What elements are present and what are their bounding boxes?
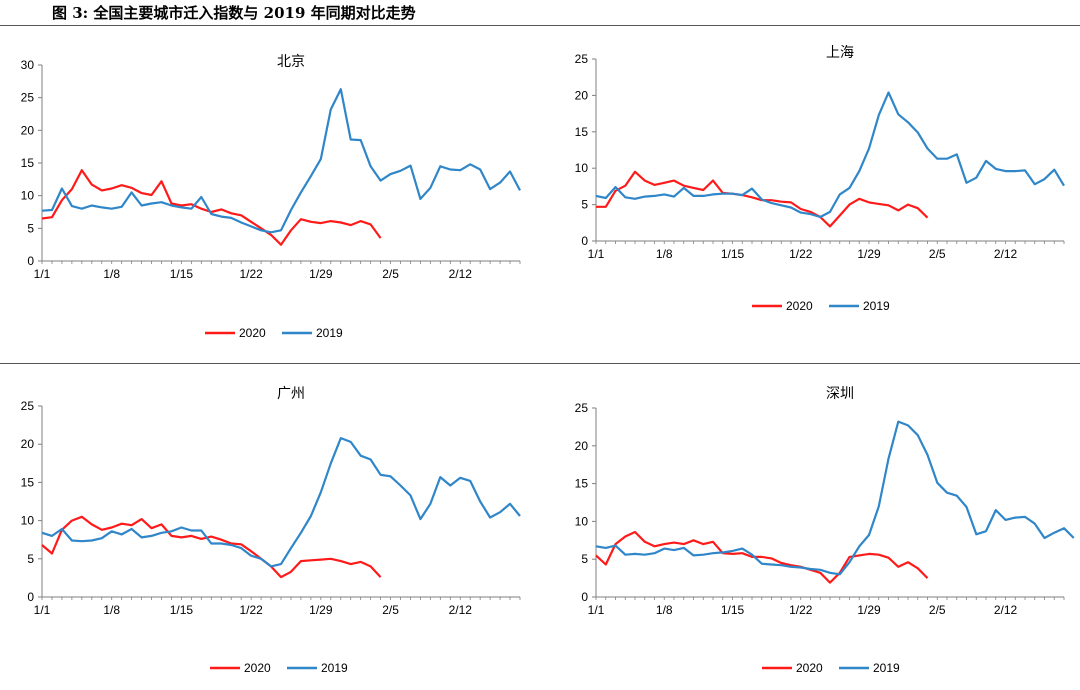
chart-1-legend-label-2020: 2020: [239, 326, 266, 340]
chart-2-y-tick-label: 5: [581, 198, 588, 212]
chart-3-x-tick-label: 1/15: [170, 603, 194, 617]
chart-1-y-tick-label: 20: [21, 123, 35, 137]
chart-4-y-tick-label: 25: [575, 401, 589, 415]
chart-4-x-tick-label: 2/5: [929, 603, 946, 617]
chart-2-x-tick-label: 1/8: [656, 247, 673, 261]
chart-1-x-tick-label: 2/5: [382, 267, 399, 281]
chart-1-y-tick-label: 15: [21, 156, 35, 170]
chart-2-x-tick-label: 2/12: [994, 247, 1018, 261]
chart-2-y-tick-label: 20: [575, 88, 589, 102]
chart-2-x-tick-label: 1/22: [789, 247, 813, 261]
chart-3-y-tick-label: 15: [21, 475, 35, 489]
chart-1-x-tick-label: 1/15: [170, 267, 194, 281]
title-underline: [0, 25, 1080, 26]
chart-1-y-tick-label: 25: [21, 91, 35, 105]
chart-4-series-2020-line: [595, 530, 929, 584]
chart-1-x-tick-label: 1/22: [239, 267, 263, 281]
chart-1-title: 北京: [277, 53, 305, 69]
chart-2-series-2019-line: [595, 91, 1065, 219]
chart-3-title: 广州: [277, 385, 305, 401]
chart-1-x-tick-label: 1/29: [309, 267, 333, 281]
chart-3-x-tick-label: 2/5: [382, 603, 399, 617]
chart-3-series-2020-line: [41, 515, 382, 579]
chart-2-x-tick-label: 1/29: [857, 247, 881, 261]
chart-1-legend-label-2019: 2019: [316, 326, 343, 340]
chart-3-legend-label-2019: 2019: [321, 661, 348, 675]
chart-1-y-tick-label: 0: [27, 254, 34, 268]
chart-3-series-2019-line: [41, 437, 521, 568]
chart-3-x-tick-label: 1/8: [103, 603, 120, 617]
chart-4-x-tick-label: 1/29: [857, 603, 881, 617]
chart-4-y-tick-label: 0: [581, 590, 588, 604]
chart-4-x-tick-label: 2/12: [994, 603, 1018, 617]
figure-title: 图 3: 全国主要城市迁入指数与 2019 年同期对比走势: [52, 4, 416, 22]
chart-2-y-tick-label: 10: [575, 161, 589, 175]
chart-2-x-tick-label: 1/1: [588, 247, 605, 261]
chart-4-y-tick-label: 20: [575, 439, 589, 453]
chart-3-x-tick-label: 1/22: [239, 603, 263, 617]
chart-1-y-tick-label: 30: [21, 58, 35, 72]
chart-2-y-tick-label: 15: [575, 125, 589, 139]
chart-2-x-tick-label: 2/5: [929, 247, 946, 261]
chart-4-series-2019-line: [595, 420, 1075, 576]
chart-3-y-tick-label: 10: [21, 514, 35, 528]
chart-3-y-tick-label: 0: [27, 590, 34, 604]
chart-3-y-tick-label: 5: [27, 552, 34, 566]
chart-3-x-tick-label: 1/29: [309, 603, 333, 617]
chart-2-x-tick-label: 1/15: [721, 247, 745, 261]
chart-3-y-tick-label: 20: [21, 437, 35, 451]
row-divider: [0, 363, 1080, 364]
chart-2-y-tick-label: 0: [581, 234, 588, 248]
chart-3-x-tick-label: 1/1: [34, 603, 51, 617]
chart-2-y-tick-label: 25: [575, 52, 589, 66]
chart-2-title: 上海: [826, 44, 854, 60]
chart-4-y-tick-label: 10: [575, 514, 589, 528]
chart-4-legend-label-2019: 2019: [873, 661, 900, 675]
chart-3-x-tick-label: 2/12: [449, 603, 473, 617]
chart-1-series-2019-line: [41, 88, 521, 234]
chart-1-y-tick-label: 10: [21, 189, 35, 203]
chart-1-x-tick-label: 1/1: [34, 267, 51, 281]
chart-4-x-tick-label: 1/15: [721, 603, 745, 617]
chart-1-x-tick-label: 1/8: [103, 267, 120, 281]
chart-1-series-2020-line: [41, 169, 382, 246]
chart-4-x-tick-label: 1/1: [588, 603, 605, 617]
chart-3-legend-label-2020: 2020: [244, 661, 271, 675]
chart-4-x-tick-label: 1/8: [656, 603, 673, 617]
chart-3-y-tick-label: 25: [21, 399, 35, 413]
chart-2-legend-label-2020: 2020: [786, 299, 813, 313]
chart-4-title: 深圳: [826, 385, 854, 401]
chart-4-legend-label-2020: 2020: [796, 661, 823, 675]
chart-2-legend-label-2019: 2019: [863, 299, 890, 313]
chart-4-y-tick-label: 15: [575, 477, 589, 491]
chart-1-y-tick-label: 5: [27, 221, 34, 235]
chart-4-x-tick-label: 1/22: [789, 603, 813, 617]
chart-4-y-tick-label: 5: [581, 552, 588, 566]
chart-1-x-tick-label: 2/12: [449, 267, 473, 281]
